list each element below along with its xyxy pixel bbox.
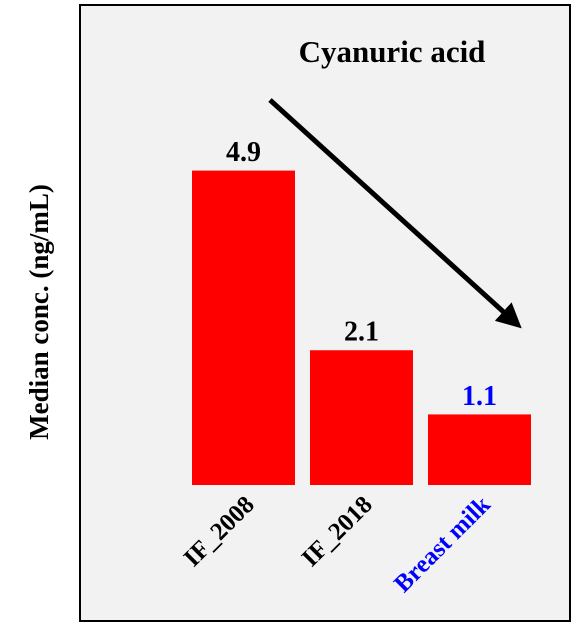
trend-arrow [268, 98, 522, 329]
bar [192, 170, 295, 486]
bar [428, 414, 531, 485]
value-label: 2.1 [344, 317, 379, 348]
y-axis-label: Median conc. (ng/mL) [24, 184, 54, 440]
plot-frame [79, 4, 571, 622]
value-label: 4.9 [226, 137, 261, 168]
chart-title: Cyanuric acid [299, 34, 486, 69]
bar [310, 350, 413, 485]
value-label: 1.1 [462, 381, 497, 412]
